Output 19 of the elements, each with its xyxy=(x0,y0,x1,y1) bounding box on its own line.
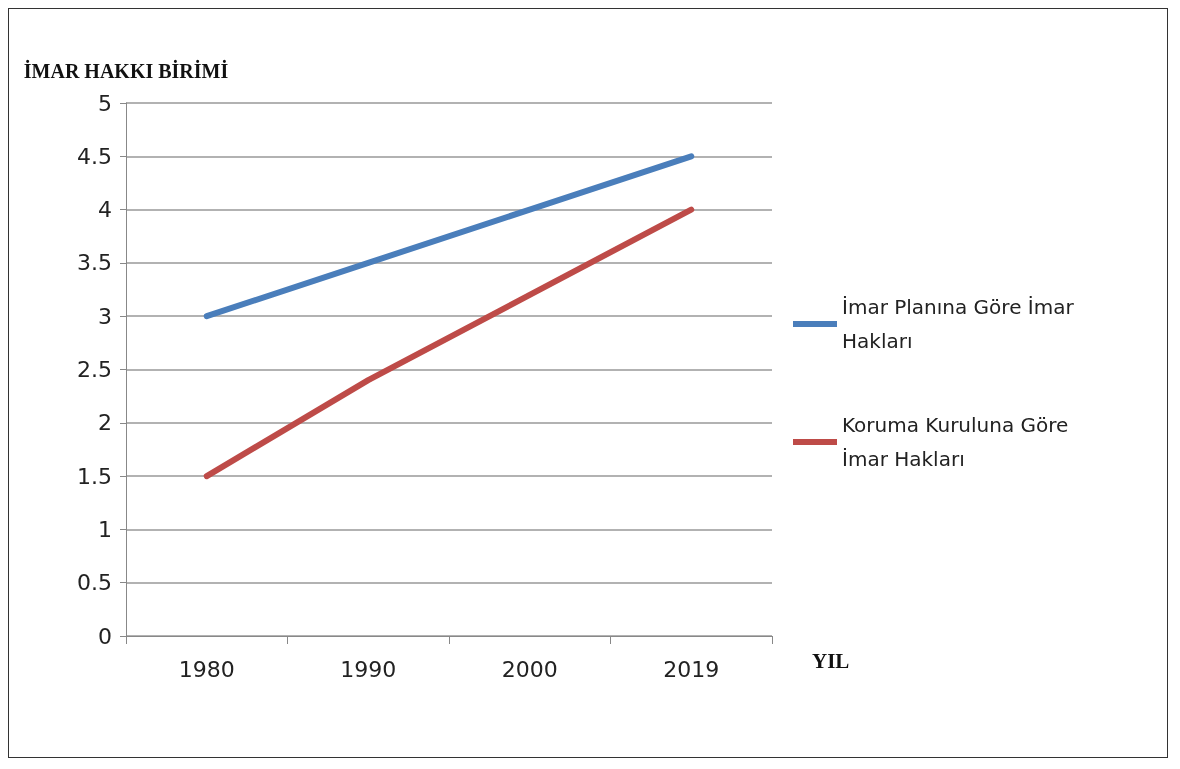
y-axis-title: İMAR HAKKI BİRİMİ xyxy=(23,59,229,82)
y-tick-label: 3 xyxy=(98,303,112,329)
y-tick-label: 0.5 xyxy=(77,570,112,596)
y-tick-label: 5 xyxy=(98,90,112,116)
legend-label: İmar Planına Göre İmar Hakları xyxy=(842,295,1081,353)
y-tick-label: 4.5 xyxy=(77,143,112,169)
x-tick-label: 1990 xyxy=(340,656,397,682)
x-tick-label: 2019 xyxy=(663,656,720,682)
x-tick-label: 2000 xyxy=(501,656,558,682)
legend-label: Koruma Kuruluna Göre İmar Hakları xyxy=(842,413,1075,471)
y-tick-label: 1 xyxy=(98,516,112,542)
y-tick-label: 3.5 xyxy=(77,250,112,276)
y-tick-label: 0 xyxy=(98,623,112,649)
x-tick-label: 1980 xyxy=(178,656,235,682)
y-tick-label: 2.5 xyxy=(77,357,112,382)
y-tick-label: 2 xyxy=(98,410,112,436)
y-tick-label: 1.5 xyxy=(77,463,112,489)
x-axis-title: YIL xyxy=(812,648,850,673)
y-tick-label: 4 xyxy=(98,197,112,223)
